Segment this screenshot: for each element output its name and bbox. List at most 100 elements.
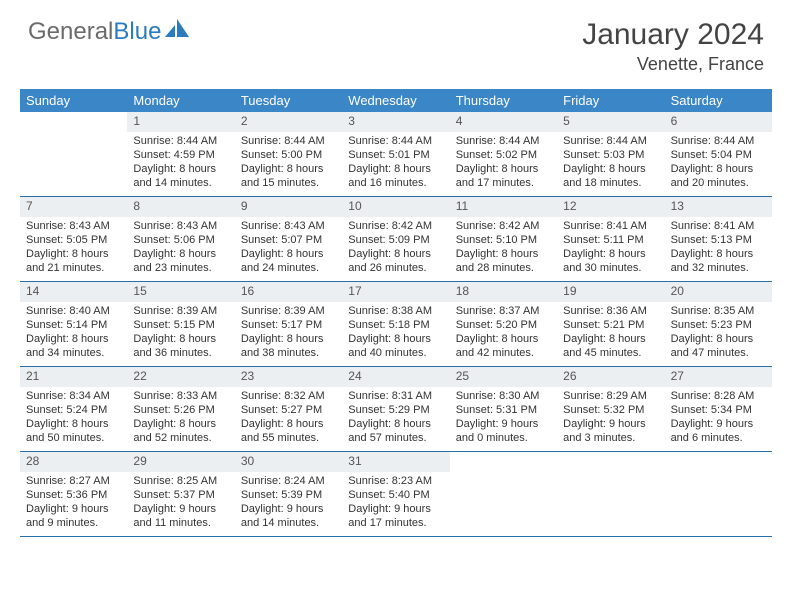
day-of-week-cell: Friday xyxy=(557,89,664,112)
day-number: 1 xyxy=(127,112,234,132)
day-number: 20 xyxy=(665,282,772,302)
day-cell xyxy=(557,452,664,536)
day-cell: 3Sunrise: 8:44 AMSunset: 5:01 PMDaylight… xyxy=(342,112,449,196)
day-body: Sunrise: 8:43 AMSunset: 5:07 PMDaylight:… xyxy=(235,217,342,280)
daylight-line-1: Daylight: 9 hours xyxy=(563,417,658,431)
daylight-line-2: and 34 minutes. xyxy=(26,346,121,360)
sunrise-line: Sunrise: 8:42 AM xyxy=(456,219,551,233)
sunset-line: Sunset: 5:31 PM xyxy=(456,403,551,417)
day-body: Sunrise: 8:33 AMSunset: 5:26 PMDaylight:… xyxy=(127,387,234,450)
daylight-line-1: Daylight: 8 hours xyxy=(133,247,228,261)
day-cell: 6Sunrise: 8:44 AMSunset: 5:04 PMDaylight… xyxy=(665,112,772,196)
sunrise-line: Sunrise: 8:31 AM xyxy=(348,389,443,403)
sunset-line: Sunset: 5:01 PM xyxy=(348,148,443,162)
sunrise-line: Sunrise: 8:43 AM xyxy=(26,219,121,233)
day-cell: 9Sunrise: 8:43 AMSunset: 5:07 PMDaylight… xyxy=(235,197,342,281)
day-body: Sunrise: 8:44 AMSunset: 5:01 PMDaylight:… xyxy=(342,132,449,195)
daylight-line-1: Daylight: 8 hours xyxy=(563,247,658,261)
day-number: 19 xyxy=(557,282,664,302)
sunrise-line: Sunrise: 8:38 AM xyxy=(348,304,443,318)
daylight-line-2: and 52 minutes. xyxy=(133,431,228,445)
daylight-line-2: and 26 minutes. xyxy=(348,261,443,275)
day-cell: 30Sunrise: 8:24 AMSunset: 5:39 PMDayligh… xyxy=(235,452,342,536)
sunrise-line: Sunrise: 8:41 AM xyxy=(563,219,658,233)
day-cell: 8Sunrise: 8:43 AMSunset: 5:06 PMDaylight… xyxy=(127,197,234,281)
day-number: 23 xyxy=(235,367,342,387)
day-number: 30 xyxy=(235,452,342,472)
day-of-week-cell: Saturday xyxy=(665,89,772,112)
daylight-line-1: Daylight: 8 hours xyxy=(563,162,658,176)
daylight-line-1: Daylight: 8 hours xyxy=(348,247,443,261)
sunrise-line: Sunrise: 8:28 AM xyxy=(671,389,766,403)
daylight-line-1: Daylight: 9 hours xyxy=(671,417,766,431)
daylight-line-2: and 50 minutes. xyxy=(26,431,121,445)
daylight-line-2: and 14 minutes. xyxy=(241,516,336,530)
day-number: 28 xyxy=(20,452,127,472)
day-cell: 23Sunrise: 8:32 AMSunset: 5:27 PMDayligh… xyxy=(235,367,342,451)
daylight-line-1: Daylight: 8 hours xyxy=(241,417,336,431)
sunset-line: Sunset: 5:15 PM xyxy=(133,318,228,332)
day-body: Sunrise: 8:36 AMSunset: 5:21 PMDaylight:… xyxy=(557,302,664,365)
day-number: 6 xyxy=(665,112,772,132)
day-cell: 28Sunrise: 8:27 AMSunset: 5:36 PMDayligh… xyxy=(20,452,127,536)
day-number: 22 xyxy=(127,367,234,387)
daylight-line-2: and 38 minutes. xyxy=(241,346,336,360)
sunset-line: Sunset: 4:59 PM xyxy=(133,148,228,162)
daylight-line-1: Daylight: 8 hours xyxy=(456,332,551,346)
day-body: Sunrise: 8:25 AMSunset: 5:37 PMDaylight:… xyxy=(127,472,234,535)
daylight-line-1: Daylight: 8 hours xyxy=(133,417,228,431)
day-number: 14 xyxy=(20,282,127,302)
daylight-line-1: Daylight: 8 hours xyxy=(348,332,443,346)
sunset-line: Sunset: 5:36 PM xyxy=(26,488,121,502)
sunset-line: Sunset: 5:23 PM xyxy=(671,318,766,332)
daylight-line-1: Daylight: 9 hours xyxy=(348,502,443,516)
day-number: 7 xyxy=(20,197,127,217)
day-number: 3 xyxy=(342,112,449,132)
daylight-line-1: Daylight: 9 hours xyxy=(26,502,121,516)
daylight-line-2: and 17 minutes. xyxy=(456,176,551,190)
daylight-line-2: and 28 minutes. xyxy=(456,261,551,275)
sunset-line: Sunset: 5:13 PM xyxy=(671,233,766,247)
day-body: Sunrise: 8:32 AMSunset: 5:27 PMDaylight:… xyxy=(235,387,342,450)
daylight-line-2: and 11 minutes. xyxy=(133,516,228,530)
daylight-line-1: Daylight: 8 hours xyxy=(348,162,443,176)
daylight-line-2: and 21 minutes. xyxy=(26,261,121,275)
sunrise-line: Sunrise: 8:33 AM xyxy=(133,389,228,403)
daylight-line-2: and 0 minutes. xyxy=(456,431,551,445)
sunset-line: Sunset: 5:17 PM xyxy=(241,318,336,332)
week-row: 14Sunrise: 8:40 AMSunset: 5:14 PMDayligh… xyxy=(20,282,772,367)
sunset-line: Sunset: 5:06 PM xyxy=(133,233,228,247)
daylight-line-2: and 16 minutes. xyxy=(348,176,443,190)
day-body: Sunrise: 8:43 AMSunset: 5:05 PMDaylight:… xyxy=(20,217,127,280)
sunset-line: Sunset: 5:10 PM xyxy=(456,233,551,247)
sunrise-line: Sunrise: 8:34 AM xyxy=(26,389,121,403)
daylight-line-1: Daylight: 8 hours xyxy=(133,162,228,176)
sunset-line: Sunset: 5:24 PM xyxy=(26,403,121,417)
sunset-line: Sunset: 5:03 PM xyxy=(563,148,658,162)
day-of-week-cell: Sunday xyxy=(20,89,127,112)
day-number: 26 xyxy=(557,367,664,387)
day-cell: 2Sunrise: 8:44 AMSunset: 5:00 PMDaylight… xyxy=(235,112,342,196)
day-number: 10 xyxy=(342,197,449,217)
day-cell: 17Sunrise: 8:38 AMSunset: 5:18 PMDayligh… xyxy=(342,282,449,366)
sunset-line: Sunset: 5:20 PM xyxy=(456,318,551,332)
sunrise-line: Sunrise: 8:24 AM xyxy=(241,474,336,488)
day-cell: 20Sunrise: 8:35 AMSunset: 5:23 PMDayligh… xyxy=(665,282,772,366)
day-cell: 1Sunrise: 8:44 AMSunset: 4:59 PMDaylight… xyxy=(127,112,234,196)
logo-sail-icon xyxy=(165,18,191,46)
day-cell: 11Sunrise: 8:42 AMSunset: 5:10 PMDayligh… xyxy=(450,197,557,281)
day-body: Sunrise: 8:24 AMSunset: 5:39 PMDaylight:… xyxy=(235,472,342,535)
sunrise-line: Sunrise: 8:23 AM xyxy=(348,474,443,488)
day-of-week-cell: Thursday xyxy=(450,89,557,112)
day-cell: 29Sunrise: 8:25 AMSunset: 5:37 PMDayligh… xyxy=(127,452,234,536)
month-title: January 2024 xyxy=(582,18,764,52)
daylight-line-2: and 15 minutes. xyxy=(241,176,336,190)
day-cell: 26Sunrise: 8:29 AMSunset: 5:32 PMDayligh… xyxy=(557,367,664,451)
daylight-line-2: and 32 minutes. xyxy=(671,261,766,275)
day-cell: 10Sunrise: 8:42 AMSunset: 5:09 PMDayligh… xyxy=(342,197,449,281)
daylight-line-1: Daylight: 8 hours xyxy=(671,247,766,261)
day-body: Sunrise: 8:30 AMSunset: 5:31 PMDaylight:… xyxy=(450,387,557,450)
daylight-line-2: and 18 minutes. xyxy=(563,176,658,190)
day-body: Sunrise: 8:44 AMSunset: 5:00 PMDaylight:… xyxy=(235,132,342,195)
day-body: Sunrise: 8:29 AMSunset: 5:32 PMDaylight:… xyxy=(557,387,664,450)
